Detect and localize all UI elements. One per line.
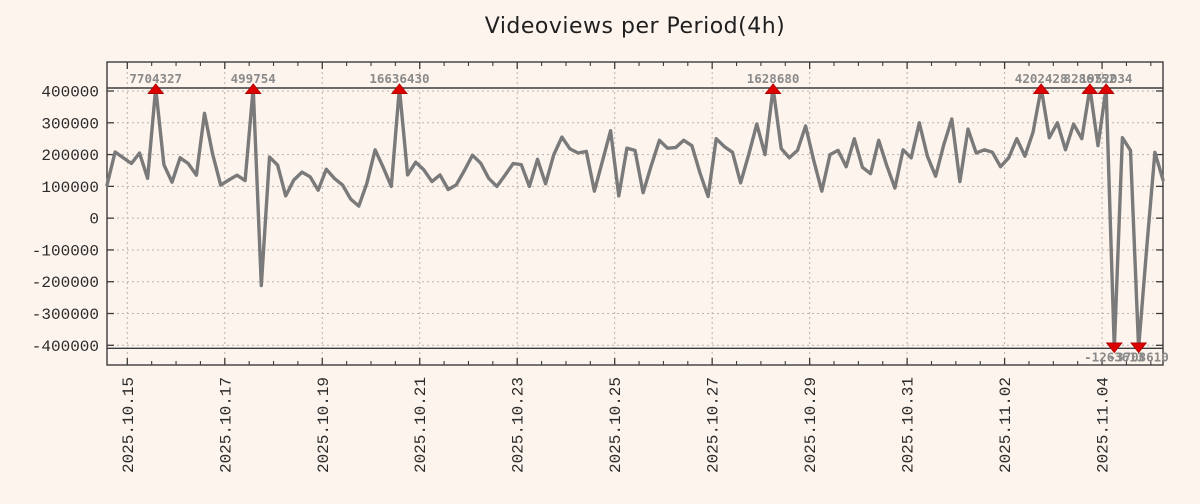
y-tick-label: 0 bbox=[89, 211, 99, 229]
x-tick-label: 2025.11.02 bbox=[997, 377, 1015, 473]
clip-annotation-top: 1628680 bbox=[747, 71, 800, 86]
clip-marker-down bbox=[1105, 342, 1123, 354]
x-tick-label: 2025.10.27 bbox=[705, 377, 723, 473]
clip-annotation-top: 7704327 bbox=[129, 71, 182, 86]
clip-marker-up bbox=[1097, 83, 1115, 94]
x-tick-label: 2025.10.19 bbox=[315, 377, 333, 473]
clip-annotation-bottom: -1263613 bbox=[1084, 350, 1144, 365]
clip-marker-up bbox=[1081, 83, 1099, 94]
clip-annotation-top: 16636430 bbox=[369, 71, 429, 86]
clip-marker-up bbox=[764, 83, 782, 94]
x-tick-label: 2025.10.29 bbox=[802, 377, 820, 473]
x-tick-label: 2025.10.31 bbox=[900, 377, 918, 473]
clip-annotation-top: 4202428 bbox=[1015, 71, 1068, 86]
y-tick-label: -100000 bbox=[32, 242, 99, 260]
y-tick-label: 400000 bbox=[41, 84, 99, 102]
y-tick-label: -300000 bbox=[32, 306, 99, 324]
y-tick-label: 300000 bbox=[41, 115, 99, 133]
clip-annotation-bottom: -3708610 bbox=[1109, 350, 1169, 365]
x-tick-label: 2025.10.21 bbox=[412, 377, 430, 473]
x-tick-label: 2025.10.15 bbox=[120, 377, 138, 473]
y-tick-label: 100000 bbox=[41, 179, 99, 197]
clip-annotation-top: 8286752 bbox=[1064, 71, 1117, 86]
x-tick-label: 2025.10.17 bbox=[217, 377, 235, 473]
x-tick-label: 2025.10.25 bbox=[607, 377, 625, 473]
clip-marker-up bbox=[390, 83, 408, 94]
x-tick-label: 2025.10.23 bbox=[510, 377, 528, 473]
plot-frame bbox=[106, 61, 1164, 366]
chart-title: Videoviews per Period(4h) bbox=[484, 14, 786, 39]
y-tick-label: -400000 bbox=[32, 338, 99, 356]
clip-annotation-top: 499754 bbox=[231, 71, 276, 86]
clip-marker-up bbox=[147, 83, 165, 94]
clip-marker-down bbox=[1130, 342, 1148, 354]
series-line bbox=[105, 86, 1165, 350]
x-tick-label: 2025.11.04 bbox=[1095, 377, 1113, 473]
clip-annotation-top: 1952034 bbox=[1080, 71, 1133, 86]
y-tick-label: -200000 bbox=[32, 274, 99, 292]
clip-marker-up bbox=[244, 83, 262, 94]
clip-marker-up bbox=[1032, 83, 1050, 94]
y-tick-label: 200000 bbox=[41, 147, 99, 165]
